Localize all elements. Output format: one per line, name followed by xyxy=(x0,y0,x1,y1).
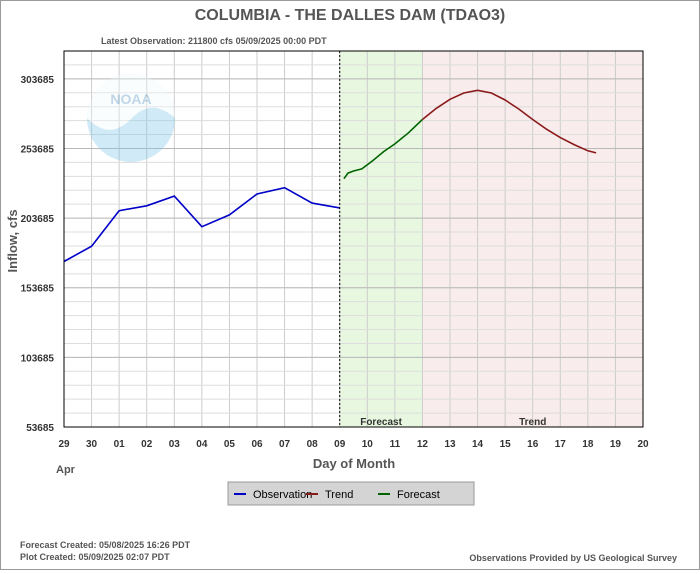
chart-title: COLUMBIA - THE DALLES DAM (TDAO3) xyxy=(195,7,506,24)
forecast-created: Forecast Created: 05/08/2025 16:26 PDT xyxy=(20,540,191,550)
chart-regions xyxy=(339,51,643,427)
x-tick-label: 07 xyxy=(279,439,291,450)
plot-border xyxy=(63,50,644,428)
y-tick-label: 153685 xyxy=(21,284,55,295)
latest-observation: Latest Observation: 211800 cfs 05/09/202… xyxy=(101,36,327,46)
chart-series xyxy=(63,89,597,263)
x-tick-label: 08 xyxy=(307,439,319,450)
x-tick-label: 17 xyxy=(555,439,567,450)
x-tick-label: 16 xyxy=(527,439,539,450)
x-tick-label: 03 xyxy=(169,439,181,450)
y-axis-label: Inflow, cfs xyxy=(5,209,20,272)
data-provider: Observations Provided by US Geological S… xyxy=(469,553,677,563)
y-tick-label: 203685 xyxy=(21,214,55,225)
x-tick-label: 09 xyxy=(334,439,346,450)
x-tick-label: 11 xyxy=(390,439,401,450)
x-axis-ticks: 29 30 01 02 03 04 05 06 07 08 09 10 11 12 13 14 15 16 17 18… xyxy=(58,439,649,450)
region-label-forecast: Forecast xyxy=(360,417,402,428)
x-tick-label: 30 xyxy=(86,439,98,450)
x-tick-label: 01 xyxy=(114,439,126,450)
month-label: Apr xyxy=(56,464,76,476)
y-tick-label: 303685 xyxy=(21,75,55,86)
x-tick-label: 20 xyxy=(637,439,649,450)
y-tick-label: 53685 xyxy=(26,423,54,434)
x-tick-label: 29 xyxy=(58,439,70,450)
legend-box xyxy=(227,481,475,506)
region-forecast xyxy=(339,51,423,427)
x-tick-label: 13 xyxy=(444,439,456,450)
region-labels: Forecast Trend xyxy=(360,417,546,428)
x-tick-label: 06 xyxy=(251,439,263,450)
legend: Observation Trend Forecast xyxy=(227,481,475,506)
y-tick-label: 253685 xyxy=(21,144,55,155)
plot-created: Plot Created: 05/09/2025 02:07 PDT xyxy=(20,552,170,562)
legend-label-trend: Trend xyxy=(325,489,353,501)
noaa-logo: NOAA xyxy=(87,74,175,162)
x-tick-label: 04 xyxy=(196,439,208,450)
x-tick-label: 14 xyxy=(472,439,484,450)
series-line-trend xyxy=(421,89,597,154)
y-axis-ticks: 53685 103685 153685 203685 253685 303685 xyxy=(21,75,55,434)
x-tick-label: 10 xyxy=(362,439,374,450)
x-axis-label: Day of Month xyxy=(313,456,395,471)
legend-label-observation: Observation xyxy=(253,489,312,501)
x-tick-label: 18 xyxy=(582,439,594,450)
region-label-trend: Trend xyxy=(519,417,546,428)
x-tick-label: 12 xyxy=(417,439,429,450)
x-tick-label: 19 xyxy=(610,439,622,450)
x-tick-label: 05 xyxy=(224,439,236,450)
series-line-observation xyxy=(63,186,340,263)
y-tick-label: 103685 xyxy=(21,353,55,364)
x-tick-label: 15 xyxy=(500,439,512,450)
x-tick-label: 02 xyxy=(141,439,153,450)
series-line-forecast xyxy=(343,118,423,180)
svg-text:NOAA: NOAA xyxy=(110,91,151,107)
legend-label-forecast: Forecast xyxy=(397,489,440,501)
